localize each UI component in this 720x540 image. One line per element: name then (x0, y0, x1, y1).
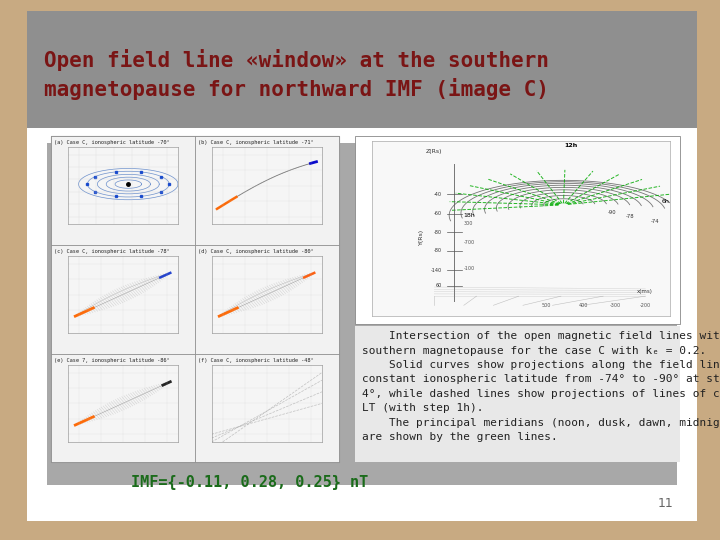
Text: IMF={-0.11, 0.28, 0.25} nT: IMF={-0.11, 0.28, 0.25} nT (131, 475, 369, 490)
Text: Y(Rs): Y(Rs) (419, 230, 424, 245)
Bar (194, 245, 338, 354)
Text: -90: -90 (608, 211, 617, 215)
Text: (b) Case C, ionospheric latitude -71°: (b) Case C, ionospheric latitude -71° (198, 140, 314, 145)
Text: (a) Case C, ionospheric latitude -70°: (a) Case C, ionospheric latitude -70° (54, 140, 170, 145)
Bar (51, 136, 338, 462)
Bar (51, 136, 194, 245)
Bar (51, 354, 194, 462)
Text: (e) Case 7, ionospheric latitude -86°: (e) Case 7, ionospheric latitude -86° (54, 357, 170, 363)
Bar (194, 136, 338, 245)
Text: -300: -300 (610, 303, 621, 308)
Bar (48, 144, 677, 485)
Text: -700: -700 (464, 240, 475, 245)
Text: -78: -78 (626, 214, 634, 219)
Bar (194, 354, 338, 462)
Text: -80: -80 (433, 230, 442, 235)
Text: 11: 11 (658, 497, 673, 510)
FancyBboxPatch shape (17, 3, 707, 529)
Text: Z(Rs): Z(Rs) (426, 149, 443, 154)
Text: 18h: 18h (463, 213, 475, 218)
Bar (356, 136, 680, 323)
Text: 60: 60 (436, 283, 442, 288)
Text: Open field line «window» at the southern
magnetopause for northward IMF (image C: Open field line «window» at the southern… (44, 50, 549, 100)
Text: 6h: 6h (661, 199, 669, 204)
Text: 12h: 12h (564, 143, 577, 148)
Text: 300: 300 (464, 221, 474, 226)
Text: -60: -60 (433, 212, 442, 217)
Text: -74: -74 (650, 219, 659, 225)
Text: (f) Case C, ionospheric latitude -48°: (f) Case C, ionospheric latitude -48° (198, 357, 314, 363)
Text: -200: -200 (640, 303, 651, 308)
Text: Intersection of the open magnetic field lines with the
southern magnetopause for: Intersection of the open magnetic field … (362, 331, 720, 442)
Bar (356, 326, 680, 462)
Text: 500: 500 (541, 303, 551, 308)
Text: -100: -100 (464, 266, 475, 271)
Text: -80: -80 (433, 248, 442, 253)
Text: x(ms): x(ms) (637, 289, 653, 294)
Bar (51, 245, 194, 354)
Text: -140: -140 (431, 268, 442, 273)
Text: (d) Case C, ionospheric latitude -80°: (d) Case C, ionospheric latitude -80° (198, 249, 314, 254)
Text: (c) Case C, ionospheric latitude -78°: (c) Case C, ionospheric latitude -78° (54, 249, 170, 254)
Bar (27, 11, 697, 128)
Text: 400: 400 (579, 303, 588, 308)
Text: -40: -40 (433, 192, 442, 197)
